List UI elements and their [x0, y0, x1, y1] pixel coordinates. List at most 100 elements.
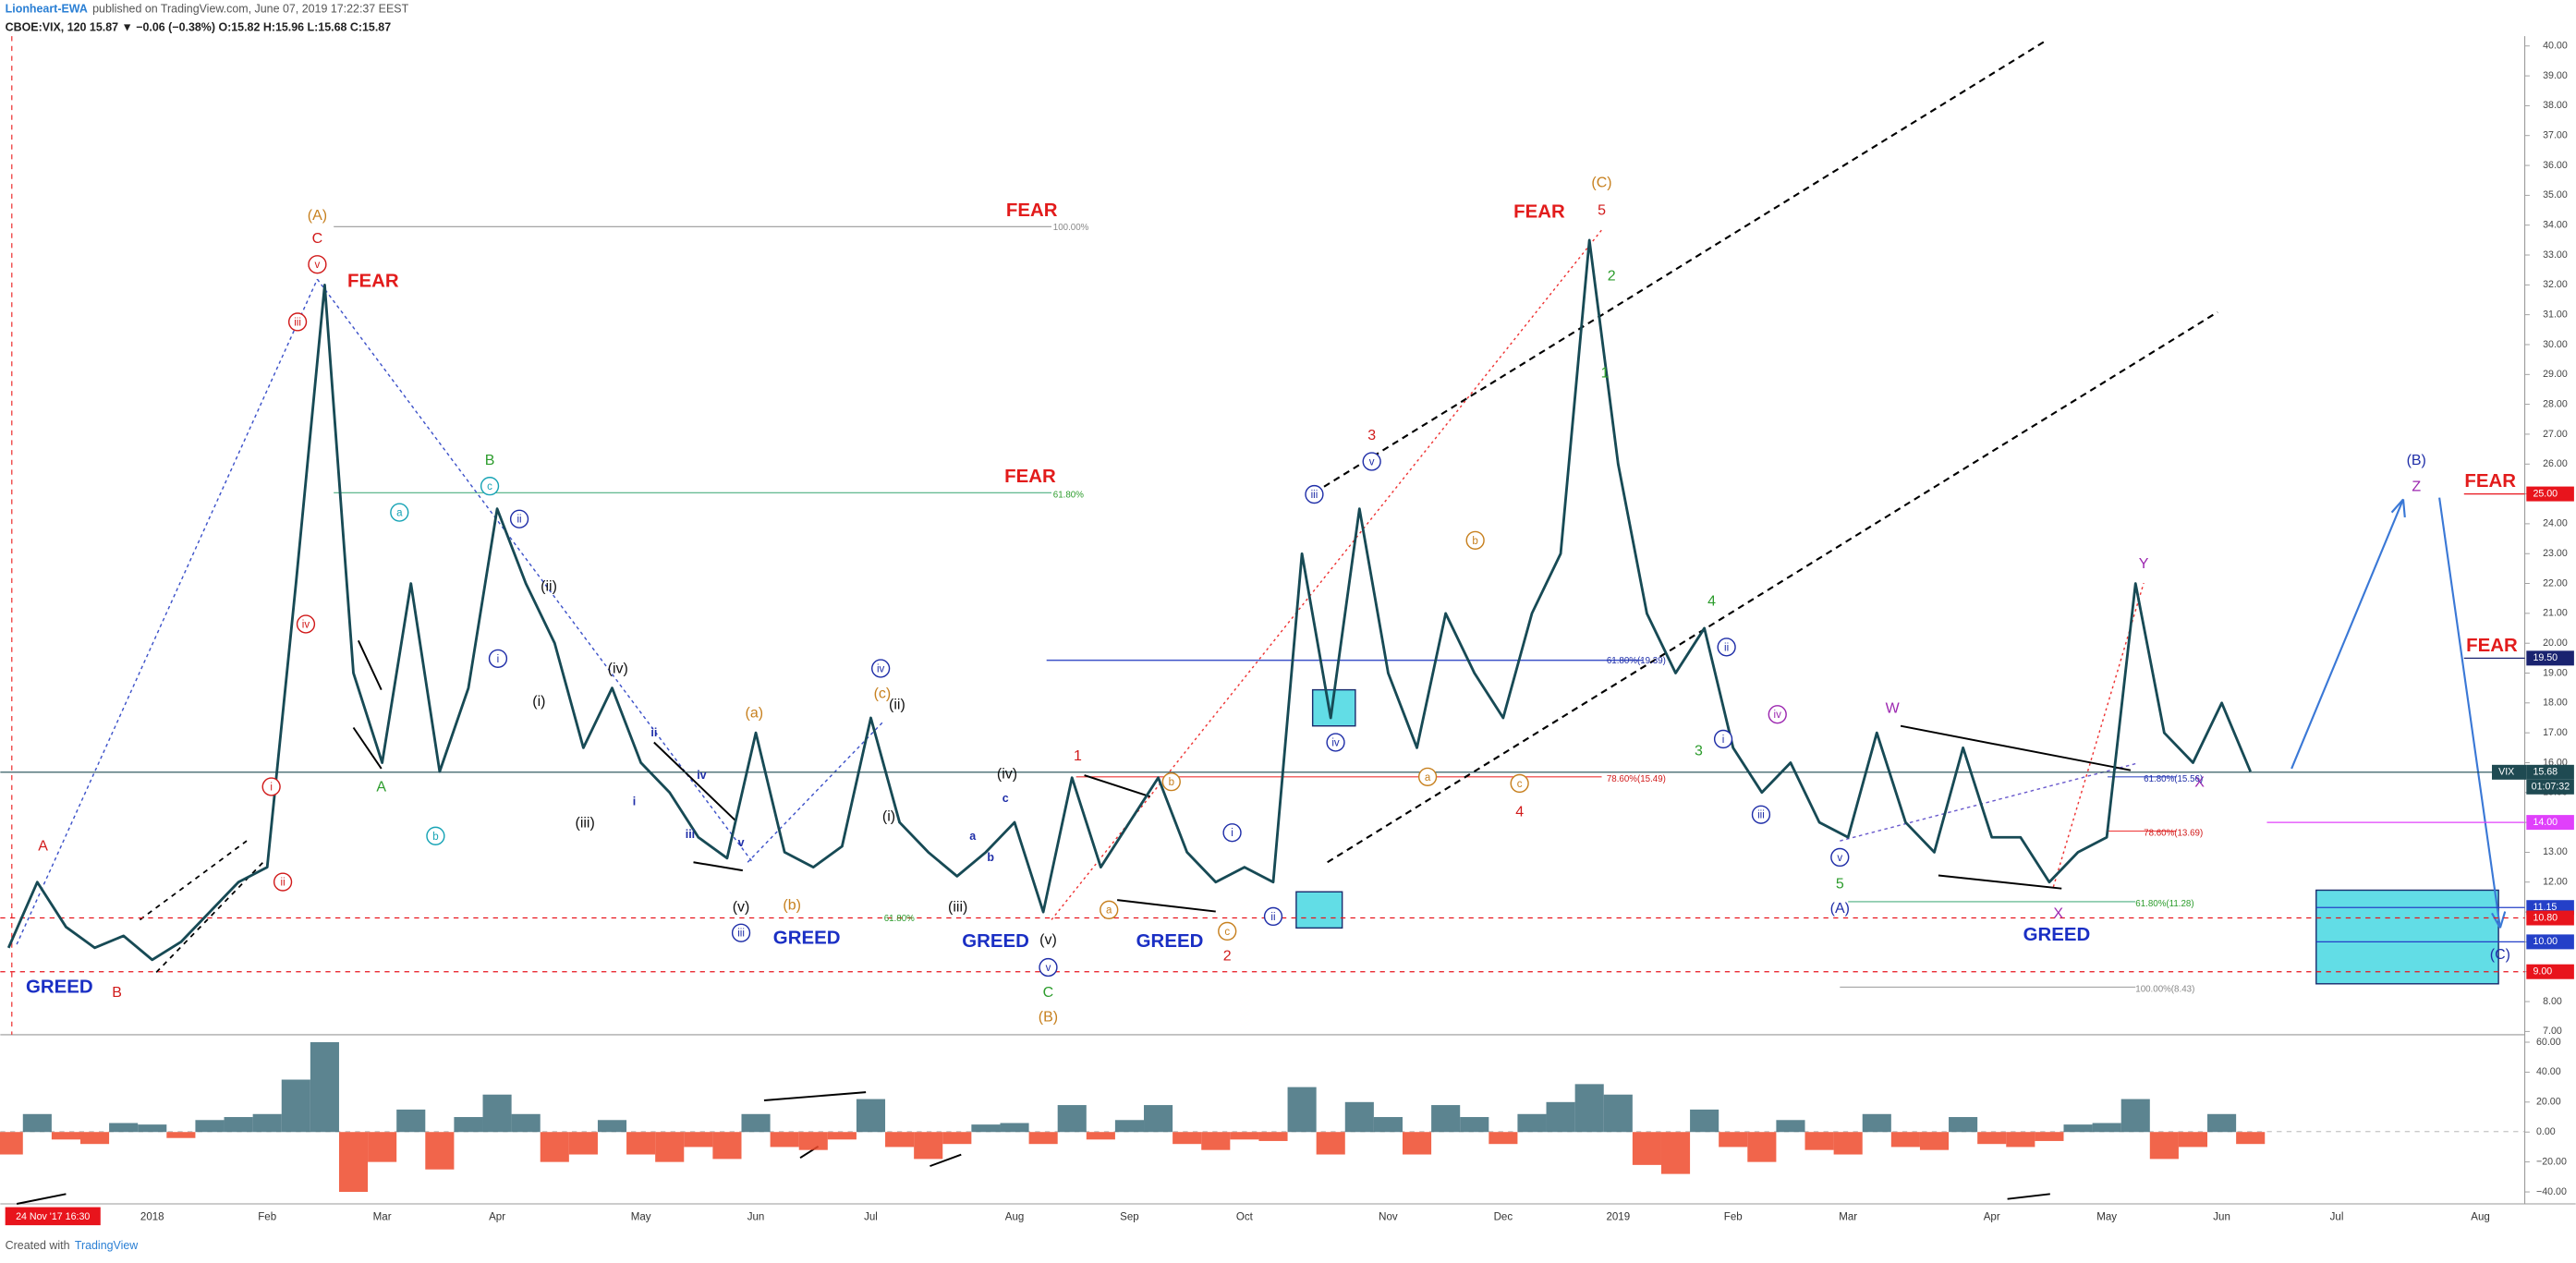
channel-line	[1313, 40, 2047, 494]
osc-tick-label: −40.00	[2536, 1186, 2567, 1197]
trend-line	[1938, 874, 2062, 890]
annotation: a	[1425, 772, 1431, 783]
annotation: iv	[1331, 737, 1340, 748]
footer: Created with TradingView	[6, 1240, 140, 1253]
annotation: (b)	[783, 898, 801, 914]
osc-bar	[1373, 1117, 1403, 1133]
osc-bar	[1173, 1132, 1202, 1145]
annotation: (v)	[733, 899, 750, 915]
annotation-circle	[1039, 957, 1058, 978]
annotation: X	[2053, 905, 2063, 921]
y-tick-label: 20.00	[2543, 638, 2568, 649]
wave-line	[2052, 582, 2145, 888]
osc-bar	[655, 1132, 685, 1162]
x-tick-label: Mar	[1839, 1211, 1857, 1222]
osc-tick-label: 0.00	[2536, 1126, 2556, 1137]
y-tick-label: 8.00	[2543, 996, 2562, 1007]
annotation-circle	[1830, 847, 1850, 868]
osc-bar	[2092, 1123, 2121, 1133]
annotation: (iv)	[608, 662, 628, 677]
annotation-circle	[480, 477, 500, 496]
osc-bar	[252, 1113, 282, 1133]
x-tick-label: Jun	[747, 1211, 765, 1222]
annotation-circle	[287, 312, 308, 332]
annotation: ii	[516, 515, 521, 526]
annotation-circle	[1326, 733, 1345, 752]
osc-bar	[942, 1132, 972, 1145]
osc-bar	[1201, 1132, 1231, 1150]
y-tick-label: 29.00	[2543, 369, 2568, 380]
osc-bar	[741, 1113, 771, 1133]
y-tick-label: 31.00	[2543, 309, 2568, 320]
date-box-label: 24 Nov '17 16:30	[16, 1211, 90, 1222]
trend-line	[1900, 724, 2132, 771]
y-tick-label: 28.00	[2543, 398, 2568, 409]
osc-bar	[2120, 1099, 2150, 1133]
price-line	[6, 238, 2253, 962]
annotation: C	[1043, 985, 1054, 1001]
osc-bar	[1402, 1132, 1432, 1155]
price-tag-label: 10.00	[2533, 936, 2558, 947]
y-tick-label: 40.00	[2543, 41, 2568, 52]
annotation: a	[1106, 905, 1112, 917]
wave-line	[1840, 762, 2136, 842]
x-tick-label: Mar	[373, 1211, 392, 1222]
x-tick-label: Sep	[1120, 1211, 1139, 1222]
osc-bar	[2236, 1132, 2266, 1145]
annotation: FEAR	[347, 270, 399, 291]
y-tick-label: 33.00	[2543, 249, 2568, 261]
annotation-circle	[426, 826, 445, 845]
annotation-circle	[1717, 638, 1736, 657]
annotation-circle	[1417, 767, 1438, 786]
osc-bar	[454, 1117, 483, 1133]
y-tick-label: 27.00	[2543, 429, 2568, 440]
y-tick-label: 39.00	[2543, 70, 2568, 81]
annotation: 3	[1367, 428, 1376, 443]
annotation: (A)	[1830, 901, 1850, 917]
osc-bar	[22, 1113, 52, 1133]
quote: CBOE:VIX, 120 15.87 ▼ −0.06 (−0.38%) O:1…	[6, 21, 392, 34]
annotation: ii	[1724, 642, 1729, 653]
annotation: iii	[1757, 810, 1765, 821]
y-tick-label: 37.00	[2543, 130, 2568, 141]
annotation: 61.80%	[884, 914, 915, 924]
target-box	[2315, 889, 2499, 985]
osc-bar	[1890, 1132, 1920, 1148]
annotation: iv	[302, 619, 310, 630]
annotation: i	[633, 795, 636, 808]
channel-line	[139, 840, 248, 921]
price-tag	[2526, 486, 2574, 502]
annotation: c	[1224, 927, 1230, 938]
osc-bar	[1949, 1117, 1978, 1133]
osc-bar	[1603, 1094, 1633, 1133]
osc-bar	[1574, 1084, 1604, 1133]
symbol-tag	[2492, 764, 2527, 780]
osc-trend-line	[930, 1153, 962, 1168]
annotation: FEAR	[2466, 635, 2518, 656]
channel-line	[1327, 310, 2218, 864]
osc-bar	[1431, 1105, 1461, 1133]
arrow-head	[2491, 911, 2507, 929]
osc-bar	[51, 1132, 80, 1140]
annotation-circle	[488, 649, 508, 668]
osc-bar	[568, 1132, 598, 1155]
x-tick-label: Jul	[2330, 1211, 2344, 1222]
annotation: B	[112, 985, 122, 1001]
annotation-circle	[1305, 484, 1324, 504]
osc-bar	[540, 1132, 569, 1162]
annotation-circle	[273, 872, 293, 892]
y-tick-label: 7.00	[2543, 1026, 2562, 1037]
osc-bar	[856, 1099, 886, 1133]
annotation: 2	[1223, 949, 1232, 965]
annotation: iii	[686, 828, 695, 841]
osc-bar	[79, 1132, 110, 1145]
annotation: i	[270, 782, 273, 793]
annotation: 2	[1608, 269, 1616, 285]
x-tick-label: May	[631, 1211, 651, 1222]
osc-bar	[1028, 1132, 1058, 1145]
osc-bar	[1086, 1132, 1115, 1140]
annotation: a	[969, 830, 976, 843]
annotation: c	[1002, 792, 1009, 805]
